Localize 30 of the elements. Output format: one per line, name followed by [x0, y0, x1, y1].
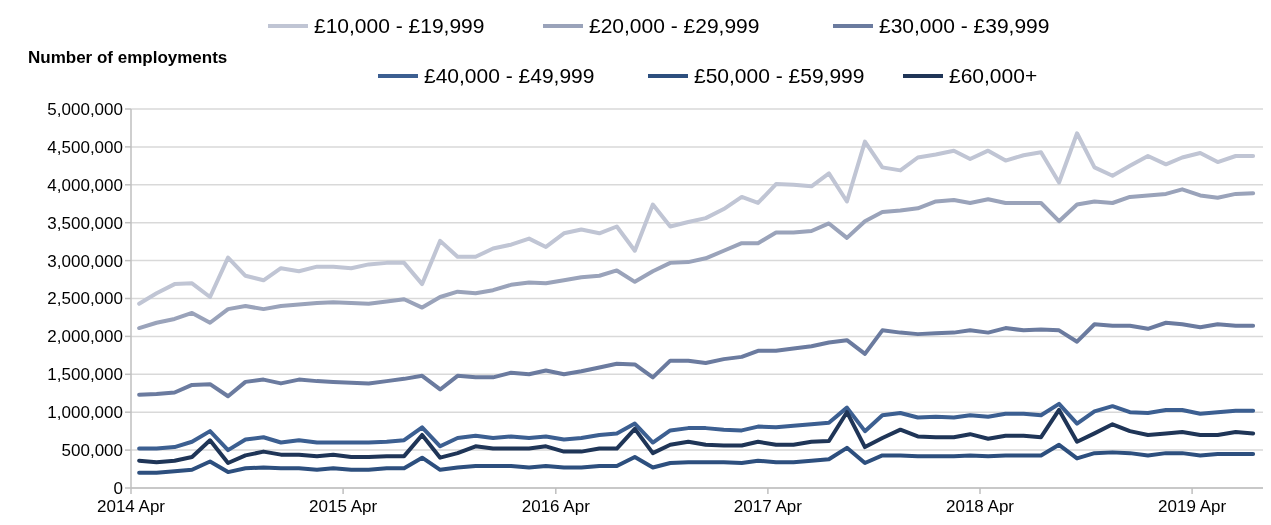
legend-label: £10,000 - £19,999: [314, 14, 485, 38]
line-series: [137, 407, 1256, 465]
legend-label: £40,000 - £49,999: [424, 64, 595, 88]
y-tick-label: 3,500,000: [47, 213, 123, 233]
y-tick-label: 1,500,000: [47, 365, 123, 385]
x-tick-label: 2017 Apr: [733, 497, 803, 516]
y-tick-label: 0: [113, 478, 123, 498]
x-tick-label: 2015 Apr: [309, 497, 378, 516]
legend-label: £20,000 - £29,999: [589, 14, 760, 38]
line-series: [137, 187, 1256, 331]
y-tick-label: 2,500,000: [47, 289, 123, 309]
y-tick-label: 4,000,000: [47, 175, 123, 195]
y-tick-label: 3,000,000: [47, 251, 123, 271]
line-series: [137, 320, 1256, 399]
y-tick-label: 4,500,000: [47, 137, 123, 157]
y-tick-label: 5,000,000: [47, 99, 123, 119]
x-tick-label: 2019 Apr: [1158, 497, 1227, 516]
legend-label: £60,000+: [949, 64, 1038, 88]
y-axis-title: Number of employments: [28, 48, 228, 67]
x-tick-label: 2018 Apr: [945, 497, 1015, 516]
line-series: [137, 401, 1256, 453]
line-series: [137, 442, 1256, 475]
x-tick-label: 2016 Apr: [521, 497, 591, 516]
legend-label: £50,000 - £59,999: [694, 64, 865, 88]
legend-label: £30,000 - £39,999: [879, 14, 1050, 38]
y-tick-label: 500,000: [61, 441, 123, 461]
line-series: [137, 131, 1256, 306]
y-tick-label: 2,000,000: [47, 327, 123, 347]
x-tick-label: 2014 Apr: [96, 497, 166, 516]
y-tick-label: 1,000,000: [47, 403, 123, 423]
